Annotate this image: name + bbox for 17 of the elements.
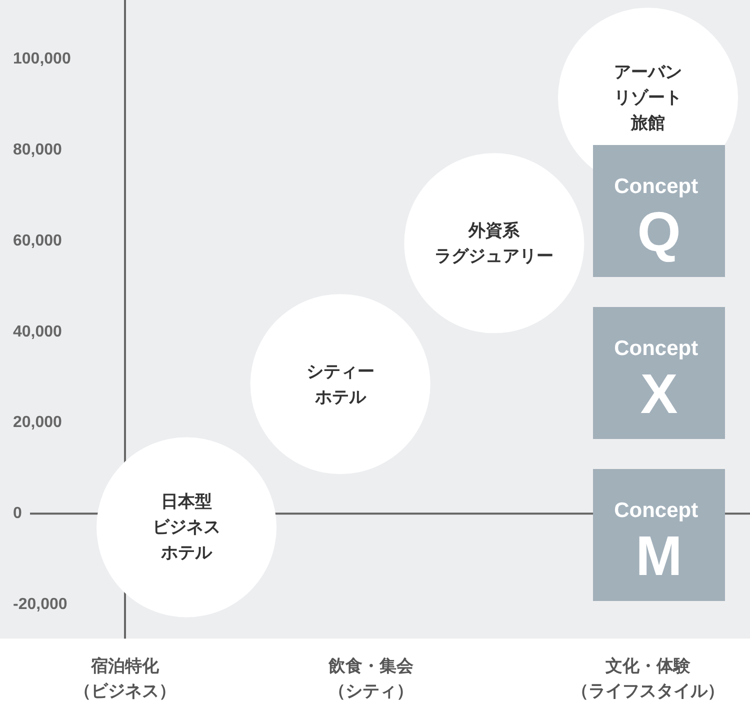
y-tick-label: 100,000	[13, 50, 71, 68]
y-tick-label: -20,000	[13, 596, 68, 614]
x-tick-label: 飲食・集会（シティ）	[328, 656, 415, 700]
annotation: Concept X	[614, 337, 698, 425]
y-tick-label: 60,000	[13, 232, 62, 250]
series-name: 日本型ビジネスホテル	[152, 492, 221, 562]
series-name: 外資系ラグジュアリー	[434, 220, 554, 266]
x-tick-label: 宿泊特化（ビジネス）	[74, 656, 176, 700]
series-name: シティーホテル	[306, 362, 374, 406]
series-name: アーバンリゾート旅館	[614, 62, 682, 133]
y-tick-label: 20,000	[13, 414, 62, 432]
y-tick-label: 40,000	[13, 323, 62, 340]
x-tick-label: 文化・体験（ライフスタイル）	[572, 656, 724, 700]
annotation: Concept Q	[614, 175, 698, 263]
annotation: Concept M	[614, 499, 698, 587]
y-tick-label: 80,000	[13, 141, 62, 158]
y-tick-label: 0	[13, 505, 22, 522]
